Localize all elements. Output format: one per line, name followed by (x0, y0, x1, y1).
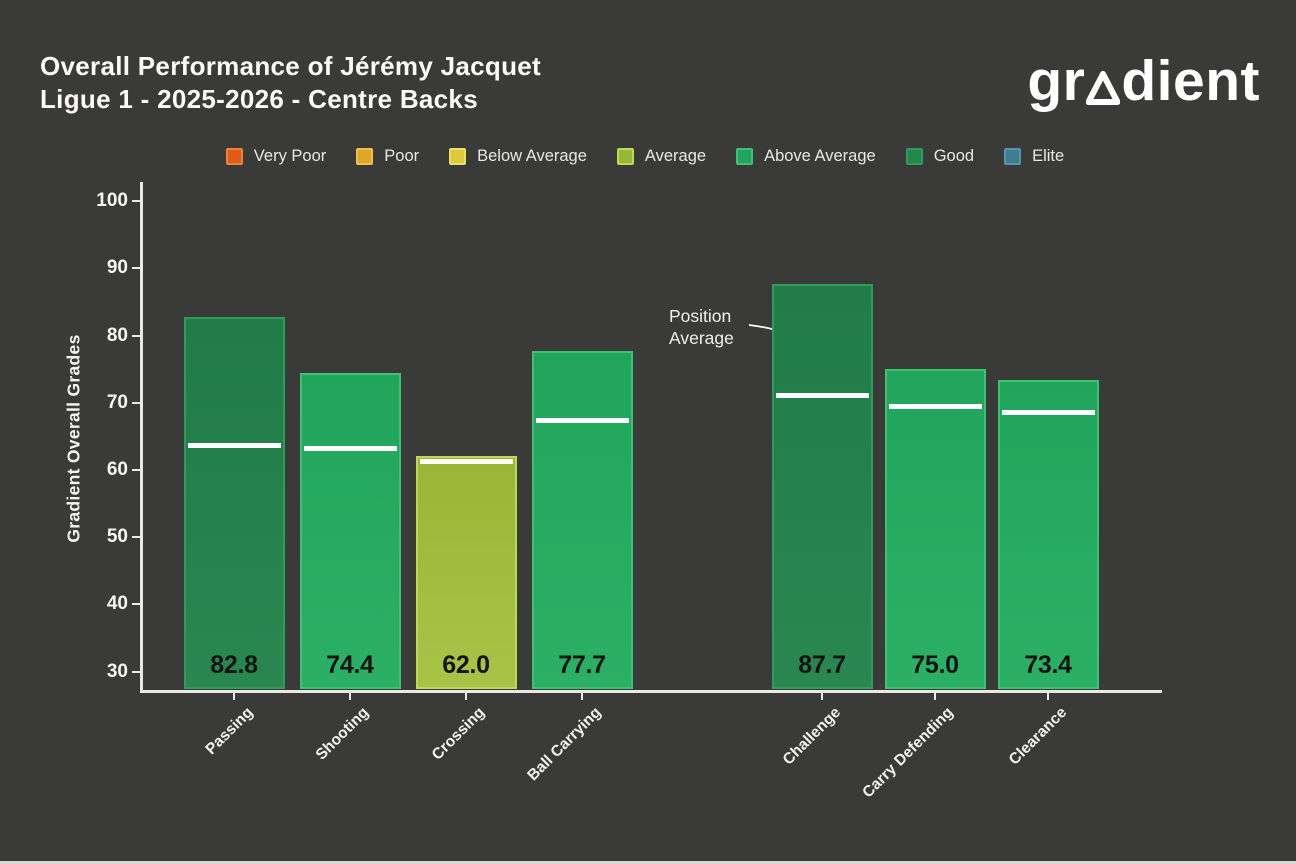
position-average-line-crossing (419, 458, 513, 464)
bar-value-label: 75.0 (911, 650, 959, 679)
x-label-crossing: Crossing (428, 704, 489, 764)
x-tick (821, 692, 823, 700)
y-tick (132, 670, 140, 673)
x-label-challenge: Challenge (779, 704, 845, 769)
legend-label: Average (644, 146, 707, 165)
legend-swatch-icon (225, 147, 243, 165)
y-tick-label: 40 (106, 593, 128, 615)
legend-label: Elite (1032, 146, 1065, 165)
legend-swatch-icon (356, 147, 374, 165)
legend-label: Poor (384, 146, 420, 165)
x-label-clearance: Clearance (1005, 704, 1071, 769)
x-tick (934, 692, 936, 700)
y-tick-label: 60 (106, 458, 128, 480)
x-tick (1047, 692, 1049, 700)
legend-swatch-icon (1004, 147, 1022, 165)
y-tick (132, 334, 140, 337)
bottom-strip (0, 861, 1296, 864)
position-average-line-passing (187, 443, 281, 449)
x-label-carry-defending: Carry Defending (859, 704, 958, 802)
x-tick (465, 692, 467, 700)
legend-swatch-icon (905, 147, 923, 165)
y-tick (132, 603, 140, 606)
page-title: Overall Performance of Jérémy Jacquet Li… (40, 50, 541, 116)
x-tick (233, 692, 235, 700)
y-tick-label: 50 (106, 526, 128, 548)
bar-value-label: 73.4 (1024, 650, 1072, 679)
legend-swatch-icon (616, 147, 634, 165)
y-tick (132, 536, 140, 539)
position-average-line-challenge (775, 392, 869, 398)
bar-crossing: 62.0 (415, 456, 517, 689)
x-tick (581, 692, 583, 700)
position-average-line-shooting (303, 445, 397, 451)
y-tick (132, 200, 140, 203)
position-average-line-ball-carrying (535, 417, 629, 423)
y-tick-label: 80 (106, 324, 128, 346)
bar-challenge: 87.7 (771, 283, 873, 689)
bar-value-label: 74.4 (326, 650, 374, 679)
y-tick (132, 401, 140, 404)
bar-shooting: 74.4 (299, 373, 401, 689)
bar-value-label: 62.0 (442, 650, 490, 679)
logo-triangle-icon (1086, 71, 1121, 105)
position-average-line-clearance (1001, 410, 1095, 416)
x-label-shooting: Shooting (312, 704, 373, 764)
legend-swatch-icon (449, 147, 467, 165)
x-label-passing: Passing (201, 704, 257, 759)
y-tick (132, 267, 140, 270)
y-tick-label: 30 (106, 660, 128, 682)
title-line-2: Ligue 1 - 2025-2026 - Centre Backs (40, 84, 478, 114)
logo-text-right: dient (1121, 49, 1260, 113)
annotation-line-1: Position (669, 306, 732, 326)
bar-value-label: 87.7 (798, 650, 846, 679)
y-tick-label: 100 (96, 190, 128, 212)
logo-text-left: gr (1027, 49, 1086, 113)
bar-clearance: 73.4 (997, 379, 1099, 689)
legend-item-below-average: Below Average (449, 147, 587, 166)
legend-label: Good (933, 146, 975, 165)
legend-label: Very Poor (253, 146, 327, 165)
legend-item-elite: Elite (1004, 147, 1064, 166)
bar-value-label: 77.7 (558, 650, 606, 679)
x-label-ball-carrying: Ball Carrying (523, 704, 605, 785)
legend-item-poor: Poor (356, 147, 419, 166)
legend-label: Below Average (477, 146, 587, 165)
legend-item-above-average: Above Average (736, 147, 876, 166)
bar-passing: 82.8 (183, 316, 285, 689)
title-line-1: Overall Performance of Jérémy Jacquet (40, 51, 541, 81)
legend: Very Poor Poor Below Average Average Above A… (145, 144, 1145, 168)
legend-label: Above Average (764, 146, 876, 165)
x-axis-spine (140, 690, 1162, 693)
position-average-line-carry-defending (888, 404, 982, 410)
y-tick (132, 468, 140, 471)
y-tick-label: 70 (106, 391, 128, 413)
bar-ball-carrying: 77.7 (531, 350, 633, 689)
bar-carry-defending: 75.0 (884, 369, 986, 689)
legend-item-good: Good (905, 146, 975, 166)
position-average-annotation: Position Average (669, 306, 734, 349)
annotation-line-2: Average (669, 327, 734, 348)
legend-swatch-icon (736, 147, 754, 165)
legend-item-very-poor: Very Poor (225, 146, 327, 166)
gradient-logo: gr dient (1027, 48, 1260, 114)
y-tick-label: 90 (106, 257, 128, 279)
x-tick (349, 692, 351, 700)
legend-item-average: Average (616, 146, 707, 166)
bar-value-label: 82.8 (210, 650, 258, 679)
y-axis-spine (140, 182, 143, 692)
